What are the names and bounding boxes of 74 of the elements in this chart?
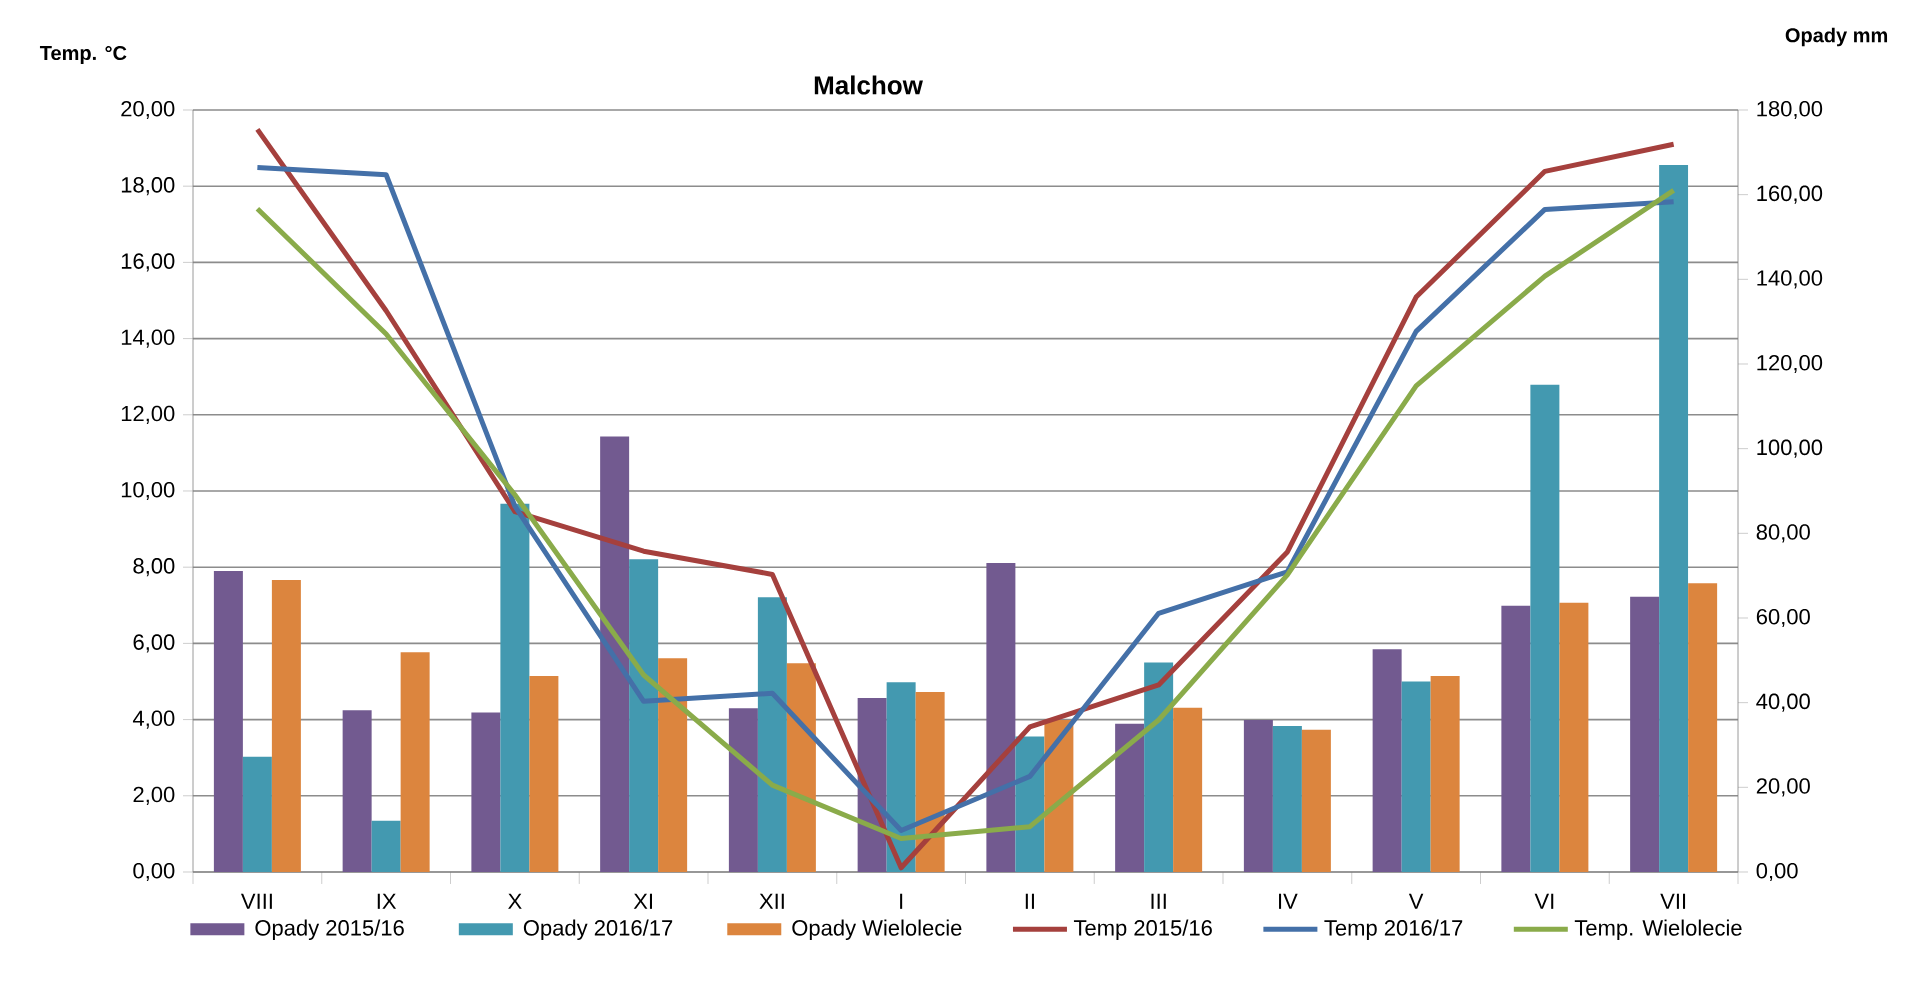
bar	[1272, 725, 1302, 872]
bar	[1630, 596, 1660, 872]
x-tick-label: I	[900, 893, 903, 909]
x-tick-label: VII	[1660, 893, 1686, 909]
bar	[242, 756, 272, 872]
x-tick-label: IX	[377, 893, 397, 909]
y-tick-label: 10,00	[121, 481, 175, 501]
legend-label: Temp 2015/16	[1073, 919, 1212, 940]
bar	[1173, 707, 1203, 872]
bar	[658, 658, 688, 872]
bar	[1372, 649, 1402, 872]
x-tick-label: VI	[1534, 893, 1554, 909]
bar	[529, 675, 559, 872]
y-tick-label: 6,00	[133, 634, 175, 653]
y-tick-label: 16,00	[121, 253, 175, 272]
y2-axis-title: Opady mm	[1785, 27, 1888, 47]
x-tick-label: VIII	[240, 893, 272, 909]
legend-label: Opady Wielolecie	[792, 919, 962, 940]
bar	[471, 712, 501, 872]
x-tick-label: V	[1408, 893, 1424, 909]
bar	[1301, 729, 1331, 872]
y-tick-label: 20,00	[121, 100, 175, 120]
bar	[1115, 723, 1145, 872]
y-tick-label: 18,00	[121, 177, 175, 196]
bar	[986, 562, 1016, 872]
y-tick-label: 12,00	[121, 405, 175, 424]
bar	[1430, 675, 1460, 872]
y-tick-label: 8,00	[133, 558, 175, 577]
bar	[1559, 602, 1589, 872]
bar	[728, 708, 758, 872]
y2-tick-label: 20,00	[1756, 778, 1810, 797]
bar	[757, 597, 787, 872]
bar	[1243, 720, 1273, 872]
x-tick-label: X	[508, 893, 522, 909]
x-tick-label: II	[1025, 893, 1034, 909]
y2-tick-label: 160,00	[1757, 185, 1823, 204]
bar	[342, 710, 372, 872]
bar	[271, 579, 301, 872]
y-tick-label: 14,00	[121, 329, 175, 348]
y-tick-label: 2,00	[133, 786, 175, 805]
bar	[1688, 583, 1718, 872]
legend-label: Opady 2016/17	[523, 919, 673, 940]
bar	[1401, 681, 1431, 872]
bar	[1530, 384, 1560, 872]
y2-tick-label: 0,00	[1756, 862, 1798, 882]
bar	[500, 503, 530, 872]
y2-tick-label: 40,00	[1756, 693, 1810, 712]
x-tick-label: XII	[759, 893, 784, 909]
y2-tick-label: 120,00	[1757, 354, 1823, 374]
y-tick-label: 0,00	[133, 862, 175, 882]
x-tick-label: XI	[633, 893, 652, 909]
bar	[786, 663, 816, 872]
y-axis-title: Temp. °C	[39, 45, 127, 65]
bar	[400, 652, 430, 872]
y2-tick-label: 80,00	[1756, 524, 1810, 543]
legend-label: Opady 2015/16	[255, 919, 404, 940]
bar	[600, 436, 630, 872]
chart-title: Malchow	[814, 75, 923, 95]
bar	[371, 820, 401, 872]
x-tick-label: III	[1151, 893, 1166, 909]
y2-tick-label: 60,00	[1756, 608, 1810, 628]
bar	[1501, 605, 1531, 872]
bar	[915, 692, 945, 872]
y-tick-label: 4,00	[132, 710, 175, 729]
x-tick-label: IV	[1279, 893, 1298, 909]
legend-label: Temp 2016/17	[1324, 919, 1463, 940]
bar	[1659, 165, 1689, 872]
y2-tick-label: 140,00	[1757, 270, 1823, 289]
y2-tick-label: 100,00	[1757, 439, 1823, 458]
bar	[1144, 662, 1174, 872]
y2-tick-label: 180,00	[1757, 100, 1823, 120]
legend-label: Temp. Wielolecie	[1574, 919, 1742, 940]
bar	[629, 559, 659, 872]
bar	[213, 571, 243, 872]
